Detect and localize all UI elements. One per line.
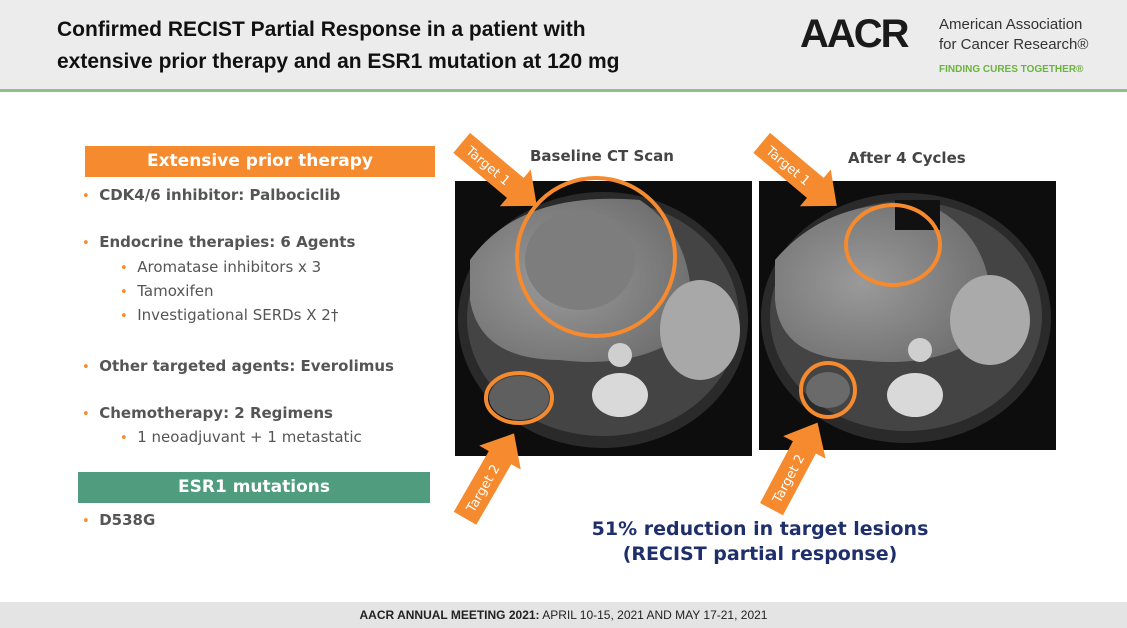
logo: AACR	[800, 12, 910, 56]
ct-image	[759, 181, 1056, 450]
sub-item: • Tamoxifen	[120, 282, 214, 300]
list-item: • CDK4/6 inhibitor: Palbociclib	[82, 186, 341, 204]
section-heading: Extensive prior therapy	[85, 146, 435, 177]
footer-bold: AACR ANNUAL MEETING 2021:	[359, 608, 540, 622]
result-text: (RECIST partial response)	[622, 543, 898, 565]
header	[0, 0, 1127, 92]
scan-label: Baseline CT Scan	[530, 147, 674, 165]
sub-item: • Aromatase inhibitors x 3	[120, 258, 322, 276]
footer-text: APRIL 10-15, 2021 AND MAY 17-21, 2021	[542, 608, 768, 622]
scan-graphics: Target 1 Target 2 Target 1 Target 2	[453, 132, 1056, 525]
list-item: • D538G	[82, 511, 156, 529]
item-text: Endocrine therapies: 6 Agents	[99, 233, 356, 251]
item-text: Chemotherapy: 2 Regimens	[99, 404, 333, 422]
logo-name: American Association	[939, 16, 1083, 33]
scan-label: After 4 Cycles	[848, 149, 966, 167]
footer: AACR ANNUAL MEETING 2021: APRIL 10-15, 2…	[0, 602, 1127, 628]
sub-item: • 1 neoadjuvant + 1 metastatic	[120, 428, 362, 446]
sub-item: • Investigational SERDs X 2†	[120, 306, 339, 324]
item-text: 1 neoadjuvant + 1 metastatic	[137, 428, 362, 446]
logo-tagline: FINDING CURES TOGETHER®	[939, 64, 1084, 75]
title: extensive prior therapy and an ESR1 muta…	[57, 50, 620, 73]
list-item: • Chemotherapy: 2 Regimens	[82, 404, 333, 422]
section-heading: ESR1 mutations	[78, 472, 430, 503]
item-text: Tamoxifen	[137, 282, 214, 300]
list-item: • Endocrine therapies: 6 Agents	[82, 233, 356, 251]
logo-name: for Cancer Research®	[939, 36, 1089, 53]
list-item: • Other targeted agents: Everolimus	[82, 357, 394, 375]
item-text: CDK4/6 inhibitor: Palbociclib	[99, 186, 341, 204]
item-text: Other targeted agents: Everolimus	[99, 357, 394, 375]
item-text: Investigational SERDs X 2†	[137, 306, 339, 324]
item-text: D538G	[99, 511, 156, 529]
ct-image	[455, 181, 752, 456]
title: Confirmed RECIST Partial Response in a p…	[57, 18, 586, 41]
item-text: Aromatase inhibitors x 3	[137, 258, 322, 276]
result-text: 51% reduction in target lesions	[591, 518, 929, 540]
